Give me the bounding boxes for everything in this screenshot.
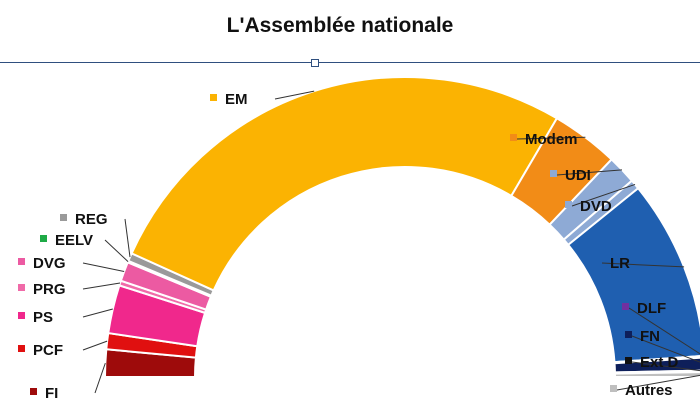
leader-line-eelv — [104, 239, 129, 262]
chart-title: L'Assemblée nationale — [226, 14, 454, 37]
slice-label-dvg: DVG — [33, 255, 66, 272]
slice-label-ext-d: Ext D — [640, 354, 679, 371]
legend-swatch-prg — [18, 284, 25, 291]
slice-label-ps: PS — [33, 309, 53, 326]
legend-swatch-dlf — [622, 303, 629, 310]
legend-swatch-fn — [625, 331, 632, 338]
leader-line-reg — [124, 218, 131, 258]
slice-label-em: EM — [225, 91, 248, 108]
slice-label-eelv: EELV — [55, 232, 93, 249]
slice-label-pcf: PCF — [33, 342, 63, 359]
leader-line-ext-d — [631, 361, 700, 372]
labels: FI PCF PS PRG DVG EELV REG EM Modem UDI DVD LR DLF FN… — [18, 90, 700, 402]
legend-swatch-udi — [550, 170, 557, 177]
leader-line-em — [274, 90, 315, 100]
leader-line-ps — [82, 308, 113, 318]
legend-swatch-lr — [595, 258, 602, 265]
legend-swatch-fi — [30, 388, 37, 395]
slice-lr — [566, 186, 700, 364]
leader-line-modem — [516, 136, 586, 140]
legend-swatch-reg — [60, 214, 67, 221]
leader-line-pcf — [82, 340, 108, 351]
legend-swatch-autres — [610, 385, 617, 392]
legend-swatch-dvd — [565, 201, 572, 208]
leader-line-lr — [601, 262, 685, 268]
leader-line-dvd — [571, 183, 636, 207]
slice-label-udi: UDI — [565, 167, 591, 184]
slice-autres — [613, 371, 700, 378]
slice-label-prg: PRG — [33, 281, 66, 298]
legend-swatch-pcf — [18, 345, 25, 352]
slice-label-reg: REG — [75, 211, 108, 228]
leader-line-autres — [616, 374, 700, 391]
slice-label-fi: FI — [45, 385, 58, 402]
slice-label-autres: Autres — [625, 382, 673, 399]
slice-label-lr: LR — [610, 255, 630, 272]
leader-line-fi — [94, 362, 106, 394]
legend-swatch-modem — [510, 134, 517, 141]
resize-handle[interactable] — [311, 59, 319, 67]
slice-label-fn: FN — [640, 328, 660, 345]
slices — [103, 76, 700, 378]
leader-line-udi — [556, 169, 623, 176]
slice-label-dlf: DLF — [637, 300, 666, 317]
legend-swatch-ext-d — [625, 357, 632, 364]
legend-swatch-dvg — [18, 258, 25, 265]
slice-label-dvd: DVD — [580, 198, 612, 215]
leader-line-fn — [631, 335, 700, 363]
slice-em — [130, 76, 559, 292]
leader-line-dlf — [628, 307, 700, 355]
title-divider — [0, 62, 700, 63]
legend-swatch-em — [210, 94, 217, 101]
leader-line-prg — [82, 282, 121, 290]
leader-line-dvg — [82, 262, 125, 272]
legend-swatch-ps — [18, 312, 25, 319]
legend-swatch-eelv — [40, 235, 47, 242]
slice-label-modem: Modem — [525, 131, 578, 148]
